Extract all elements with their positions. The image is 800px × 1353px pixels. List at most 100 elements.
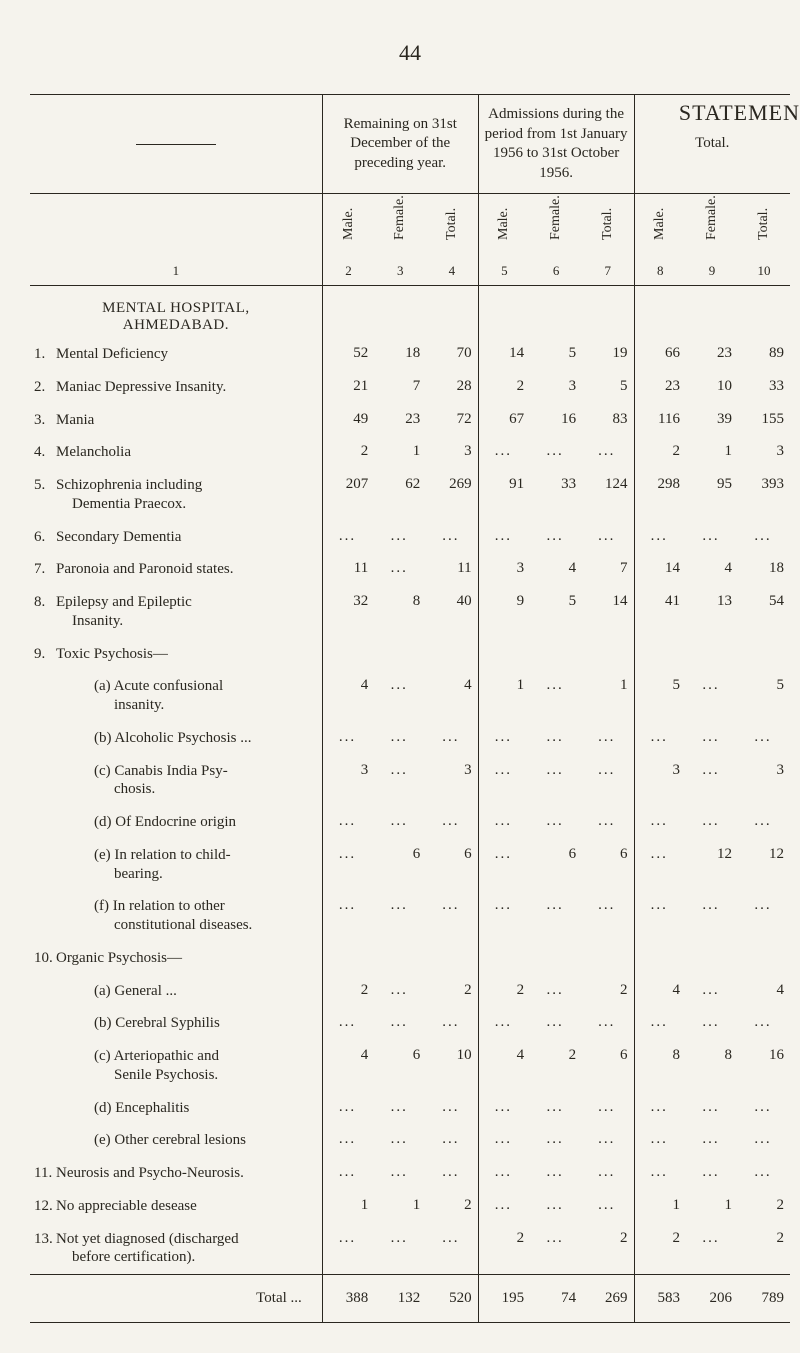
cell: ...: [426, 722, 478, 755]
total-v-4: 195: [478, 1275, 530, 1322]
page-number: 44: [30, 40, 790, 66]
cell: 54: [738, 586, 790, 638]
cell: 2: [322, 975, 374, 1008]
cell: 5: [738, 670, 790, 722]
row-label: (b) Alcoholic Psychosis ...: [30, 722, 322, 755]
head-total-3: Total.: [738, 194, 790, 263]
cell: 6: [374, 1040, 426, 1092]
cell: ...: [738, 1007, 790, 1040]
cell: 6: [582, 839, 634, 891]
col-group-2: Admissions during the period from 1st Ja…: [478, 95, 634, 194]
total-v-1: 388: [322, 1275, 374, 1322]
cell: 2: [582, 1223, 634, 1275]
cell: 12: [738, 839, 790, 891]
cell: ...: [738, 806, 790, 839]
cell: 5: [530, 586, 582, 638]
hospital-heading: MENTAL HOSPITAL, AHMEDABAD.: [30, 286, 322, 339]
cell: 4: [322, 670, 374, 722]
cell: ...: [582, 1190, 634, 1223]
total-v-8: 206: [686, 1275, 738, 1322]
cell: ...: [374, 1157, 426, 1190]
cell: 3: [634, 755, 686, 807]
cell: 52: [322, 338, 374, 371]
table-row: 4.Melancholia213.........213: [30, 436, 790, 469]
cell: 2: [478, 371, 530, 404]
table-row: (b) Alcoholic Psychosis ................…: [30, 722, 790, 755]
cell: ...: [478, 436, 530, 469]
cell: 23: [686, 338, 738, 371]
cell: ...: [322, 1124, 374, 1157]
table-row: 6.Secondary Dementia....................…: [30, 521, 790, 554]
cell: 18: [738, 553, 790, 586]
cell: 8: [634, 1040, 686, 1092]
head-total-2: Total.: [582, 194, 634, 263]
cell: 14: [634, 553, 686, 586]
cell: ...: [478, 1124, 530, 1157]
cell: 23: [374, 404, 426, 437]
row-label: (e) Other cerebral lesions: [30, 1124, 322, 1157]
table-row: (d) Encephalitis........................…: [30, 1092, 790, 1125]
cell: ...: [322, 839, 374, 891]
col-num-5: 5: [478, 262, 530, 286]
cell: 91: [478, 469, 530, 521]
head-male-3: Male.: [634, 194, 686, 263]
cell: ...: [530, 436, 582, 469]
cell: 1: [374, 436, 426, 469]
cell: 2: [478, 975, 530, 1008]
cell: ...: [426, 1223, 478, 1275]
row-label: (a) Acute confusionalinsanity.: [30, 670, 322, 722]
cell: 3: [738, 755, 790, 807]
cell: 1: [322, 1190, 374, 1223]
cell: 8: [374, 586, 426, 638]
table-row: (a) General ...2...22...24...4: [30, 975, 790, 1008]
cell: ...: [530, 1190, 582, 1223]
cell: 1: [374, 1190, 426, 1223]
cell: 10: [426, 1040, 478, 1092]
cell: ...: [530, 1157, 582, 1190]
cell: ...: [374, 670, 426, 722]
cell: 2: [426, 1190, 478, 1223]
cell: 4: [686, 553, 738, 586]
cell: 2: [582, 975, 634, 1008]
cell: 1: [634, 1190, 686, 1223]
cell: ...: [530, 1124, 582, 1157]
cell: 19: [582, 338, 634, 371]
cell: ...: [634, 521, 686, 554]
row-label: 7.Paronoia and Paronoid states.: [30, 553, 322, 586]
cell: ...: [426, 521, 478, 554]
cell: ...: [582, 1124, 634, 1157]
cell: ...: [530, 1007, 582, 1040]
col-num-8: 8: [634, 262, 686, 286]
cell: ...: [582, 1007, 634, 1040]
cell: ...: [478, 806, 530, 839]
cell: 66: [634, 338, 686, 371]
cell: 28: [426, 371, 478, 404]
cell: 14: [478, 338, 530, 371]
table-row: 13.Not yet diagnosed (dischargedbefore c…: [30, 1223, 790, 1275]
cell: 3: [322, 755, 374, 807]
cell: 33: [530, 469, 582, 521]
cell: 124: [582, 469, 634, 521]
cell: 207: [322, 469, 374, 521]
cell: ...: [738, 1124, 790, 1157]
cell: ...: [582, 890, 634, 942]
row-label: 13.Not yet diagnosed (dischargedbefore c…: [30, 1223, 322, 1275]
cell: 1: [686, 1190, 738, 1223]
col-num-7: 7: [582, 262, 634, 286]
cell: 3: [738, 436, 790, 469]
row-label: 2.Maniac Depressive Insanity.: [30, 371, 322, 404]
cell: 23: [634, 371, 686, 404]
cell: 14: [582, 586, 634, 638]
total-label: Total ...: [30, 1275, 322, 1322]
cell: ...: [686, 1124, 738, 1157]
cell: 2: [634, 436, 686, 469]
cell: 8: [686, 1040, 738, 1092]
cell: ...: [530, 670, 582, 722]
cell: ...: [686, 1092, 738, 1125]
row-label: (f) In relation to otherconstitutional d…: [30, 890, 322, 942]
cell: 89: [738, 338, 790, 371]
table-row: (c) Arteriopathic andSenile Psychosis.46…: [30, 1040, 790, 1092]
cell: 3: [530, 371, 582, 404]
cell: ...: [322, 806, 374, 839]
cell: ...: [478, 521, 530, 554]
